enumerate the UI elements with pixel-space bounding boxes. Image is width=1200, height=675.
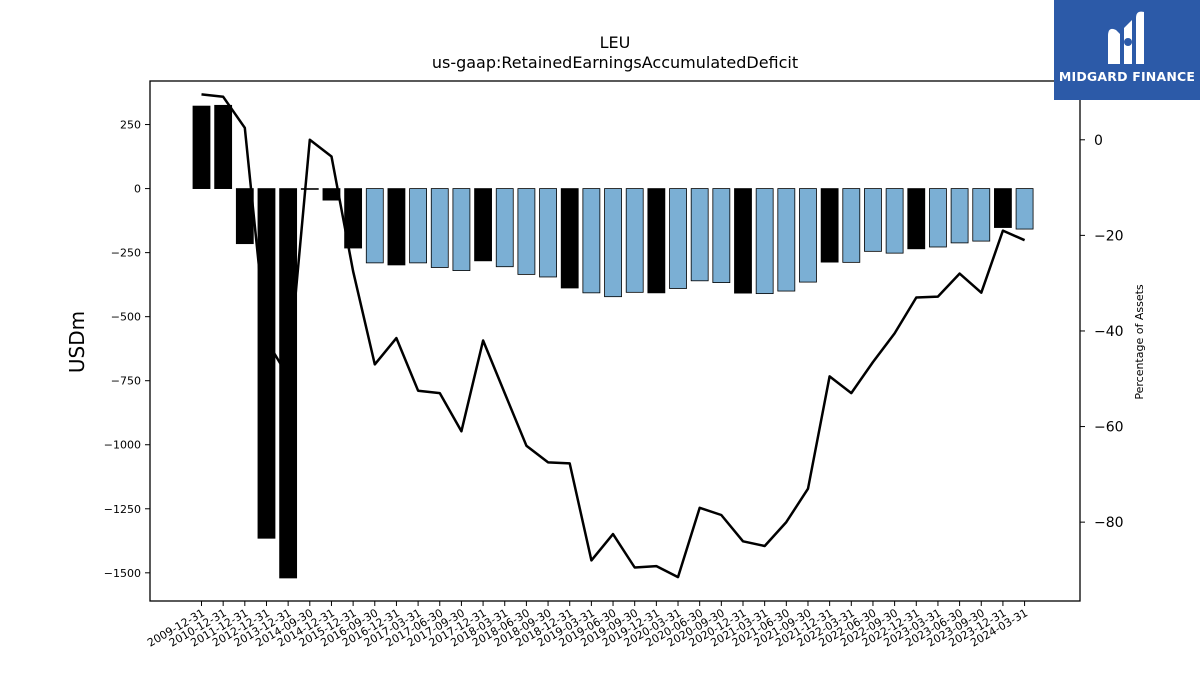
bar-2016-09-30: [365, 188, 384, 264]
y-tick-label: −1250: [104, 503, 141, 516]
bar-2017-03-31: [409, 188, 428, 264]
bar-2014-12-31: [322, 188, 341, 201]
midgard-logo-icon: [1108, 11, 1144, 65]
y-tick-label: −750: [111, 375, 141, 388]
line-series: [201, 93, 1026, 579]
bar-2023-09-30: [972, 188, 991, 242]
chart-subtitle: us-gaap:RetainedEarningsAccumulatedDefic…: [432, 53, 798, 72]
bar-2015-12-31: [344, 188, 363, 249]
y2-tick-label: −60: [1094, 420, 1124, 436]
bar-2009-12-31: [192, 105, 211, 189]
bar-2020-12-31: [734, 188, 752, 294]
brand-logo: MIDGARD FINANCE: [1054, 0, 1200, 100]
bar-2019-03-31: [582, 188, 601, 294]
bar-2021-09-30: [799, 188, 817, 283]
bar-series: [192, 104, 1034, 579]
bar-2023-06-30: [950, 188, 969, 244]
y-tick-label: −250: [111, 247, 141, 260]
bar-2022-12-31: [907, 188, 926, 250]
y2-tick-label: −40: [1094, 324, 1124, 340]
bar-2022-03-31: [842, 188, 861, 263]
bar-2024-03-31: [1015, 188, 1034, 230]
bar-2019-06-30: [604, 188, 622, 298]
bar-2017-09-30: [452, 188, 471, 271]
chart-title: LEU: [600, 33, 631, 52]
y-tick-label: −500: [111, 311, 141, 324]
bar-2020-06-30: [690, 188, 709, 282]
bar-2018-03-31: [495, 188, 514, 268]
bar-2023-12-31: [994, 188, 1012, 228]
axes: 250 0 −250 −500 −750 −1000 −1250 −1500 0 −20 −40 −6…: [104, 119, 1124, 650]
y-axis-label: USDm: [65, 311, 89, 373]
bar-2021-06-30: [777, 188, 796, 292]
bar-2021-03-31: [755, 188, 774, 295]
y2-tick-label: −20: [1094, 228, 1124, 244]
y2-axis-label: Percentage of Assets: [1133, 284, 1146, 400]
bar-2021-12-31: [820, 188, 839, 263]
bar-2017-12-31: [474, 188, 492, 262]
y2-tick-label: −80: [1094, 515, 1124, 531]
y-tick-label: −1000: [104, 439, 141, 452]
plot-frame: [149, 80, 1081, 602]
bar-2018-09-30: [539, 188, 557, 278]
brand-name: MIDGARD FINANCE: [1058, 69, 1196, 84]
bar-2019-12-31: [647, 188, 666, 294]
bar-2016-12-31: [387, 188, 406, 266]
bar-2013-12-31: [279, 188, 298, 579]
bar-2022-09-30: [885, 188, 904, 254]
bar-2017-06-30: [430, 188, 449, 268]
y-tick-label: 250: [120, 119, 141, 132]
y-tick-label: 0: [134, 183, 141, 196]
bar-2023-03-31: [929, 188, 947, 248]
bar-2020-03-31: [669, 188, 687, 289]
y-tick-label: −1500: [104, 567, 141, 580]
y2-tick-label: 0: [1094, 133, 1103, 149]
bar-2018-12-31: [560, 188, 579, 289]
bar-2010-12-31: [214, 104, 233, 189]
bar-2012-12-31: [257, 188, 276, 539]
bar-2019-09-30: [625, 188, 644, 293]
bar-2018-06-30: [517, 188, 536, 275]
bar-2020-09-30: [712, 188, 731, 283]
bar-2022-06-30: [864, 188, 882, 252]
line-percentage-of-assets: [201, 93, 1026, 579]
bar-2014-09-30: [300, 188, 319, 190]
